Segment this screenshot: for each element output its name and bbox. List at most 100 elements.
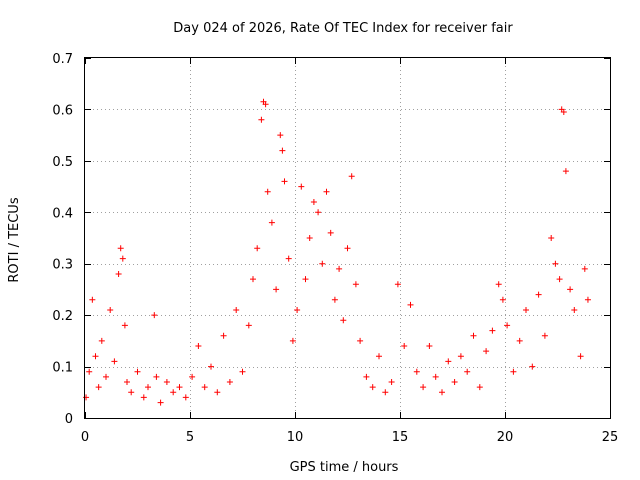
data-point <box>151 312 158 319</box>
data-point <box>323 188 330 195</box>
data-points <box>83 98 591 406</box>
x-tick-label: 5 <box>186 430 194 445</box>
x-tick-label: 25 <box>602 430 619 445</box>
data-point <box>376 353 382 360</box>
data-point <box>281 178 288 185</box>
data-point <box>352 281 359 288</box>
data-point <box>331 296 338 303</box>
data-point <box>523 307 529 313</box>
data-point <box>289 337 296 344</box>
data-point <box>103 373 109 380</box>
y-tick-label: 0.4 <box>52 206 73 221</box>
data-point <box>170 389 177 396</box>
data-point <box>548 235 555 241</box>
data-point <box>556 276 563 283</box>
data-point <box>394 281 401 288</box>
data-point <box>182 394 189 401</box>
data-point <box>340 317 347 324</box>
data-point <box>195 343 202 349</box>
data-point <box>306 235 313 241</box>
data-point <box>140 394 147 401</box>
data-point <box>535 291 542 298</box>
data-point <box>285 255 292 262</box>
data-point <box>363 373 370 380</box>
x-tick-label: 15 <box>392 430 409 445</box>
x-tick-label: 20 <box>497 430 514 445</box>
data-point <box>268 219 275 226</box>
data-point <box>315 209 322 216</box>
data-point <box>119 255 126 262</box>
data-point <box>92 353 99 360</box>
y-axis-label: ROTI / TECUs <box>7 197 22 282</box>
data-point <box>495 281 502 288</box>
data-point <box>89 296 96 303</box>
y-tick-label: 0.2 <box>52 309 73 324</box>
data-point <box>279 147 286 154</box>
data-point <box>577 353 584 360</box>
data-point <box>388 379 395 385</box>
data-point <box>476 384 483 391</box>
data-point <box>220 332 227 339</box>
y-tick-label: 0.5 <box>52 155 73 170</box>
data-point <box>581 265 588 272</box>
data-point <box>560 109 567 115</box>
data-point <box>529 363 536 370</box>
data-point <box>245 322 252 329</box>
data-point <box>239 368 246 375</box>
data-point <box>407 301 414 308</box>
data-point <box>457 353 464 360</box>
data-point <box>504 322 511 329</box>
data-point <box>401 343 408 349</box>
data-point <box>214 389 221 396</box>
data-point <box>134 368 141 375</box>
data-point <box>277 132 284 139</box>
data-point <box>451 379 458 385</box>
data-point <box>117 245 124 252</box>
data-point <box>111 358 118 365</box>
y-tick-label: 0.1 <box>52 361 73 376</box>
data-point <box>115 271 122 277</box>
x-tick-label: 0 <box>81 430 89 445</box>
data-point <box>258 116 265 123</box>
data-point <box>302 276 309 283</box>
data-point <box>124 379 130 385</box>
data-point <box>176 384 183 391</box>
y-tick-labels: 0 0.1 0.2 0.3 0.4 0.5 0.6 0.7 <box>52 52 73 427</box>
data-point <box>357 337 364 344</box>
data-point <box>145 384 151 391</box>
data-point <box>336 265 343 272</box>
plot-frame <box>84 57 611 419</box>
data-point <box>327 229 334 236</box>
data-point <box>95 384 102 391</box>
data-point <box>262 101 269 108</box>
data-point <box>552 260 559 267</box>
data-point <box>264 188 271 195</box>
y-tick-label: 0 <box>65 412 73 427</box>
data-point <box>432 373 439 380</box>
data-point <box>483 348 490 355</box>
data-point <box>413 368 420 375</box>
data-point <box>571 307 578 313</box>
data-point <box>420 384 427 391</box>
axis-ticks <box>85 58 611 419</box>
data-point <box>226 379 233 385</box>
data-point <box>298 183 305 190</box>
data-point <box>157 399 164 406</box>
data-point <box>83 394 90 401</box>
data-point <box>250 276 256 283</box>
data-point <box>98 337 105 344</box>
data-point <box>470 332 477 339</box>
data-point <box>516 337 523 344</box>
data-point <box>382 389 389 396</box>
data-point <box>562 168 569 175</box>
data-point <box>128 389 135 396</box>
data-point <box>273 286 280 293</box>
data-point <box>86 368 93 375</box>
data-point <box>348 173 355 180</box>
data-point <box>439 389 445 396</box>
data-point <box>499 296 506 303</box>
data-point <box>567 286 574 293</box>
data-point <box>489 327 496 334</box>
y-tick-label: 0.7 <box>52 52 73 67</box>
